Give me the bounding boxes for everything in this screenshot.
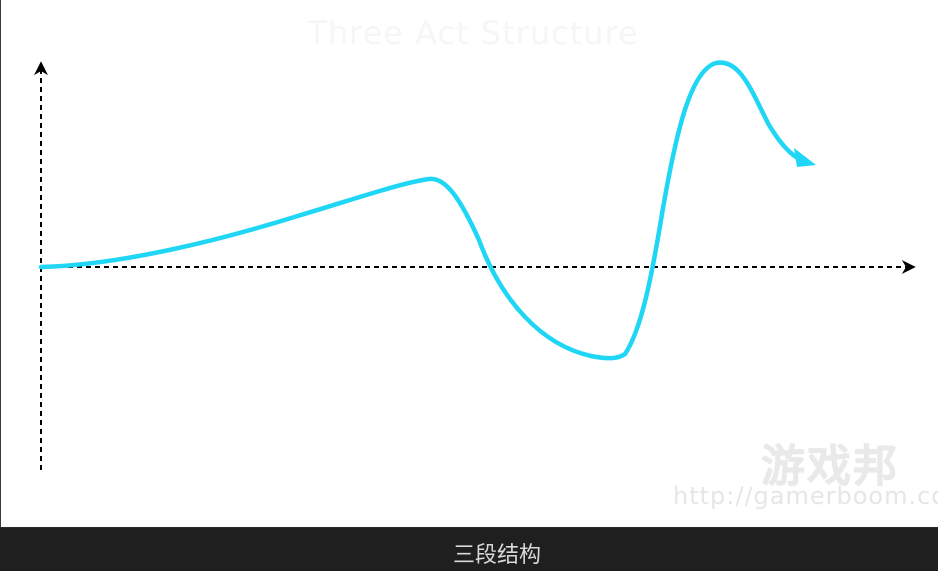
watermark: 游戏邦 http://gamerboom.com <box>665 428 938 512</box>
watermark-name: 游戏邦 <box>761 441 899 492</box>
figure-title: Three Act Structure <box>307 14 639 52</box>
story-curve <box>38 60 804 361</box>
figure-caption: 三段结构 <box>452 543 541 568</box>
diagram-figure: Three Act Structure 游戏邦 http://gamerboom… <box>0 0 938 527</box>
story-curve-arrowhead <box>794 148 816 167</box>
three-act-diagram <box>34 60 916 470</box>
caption-bar: 三段结构 <box>0 527 938 571</box>
watermark-url: http://gamerboom.com <box>673 482 938 510</box>
